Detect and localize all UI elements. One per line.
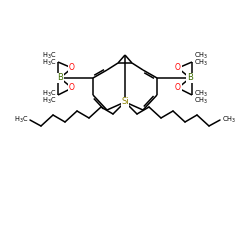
Text: H$_3$C: H$_3$C: [42, 58, 56, 68]
Text: CH$_3$: CH$_3$: [194, 89, 208, 99]
Text: Si: Si: [121, 98, 129, 106]
Text: O: O: [69, 64, 75, 72]
Text: CH$_3$: CH$_3$: [222, 115, 236, 125]
Text: B: B: [57, 74, 63, 82]
Text: CH$_3$: CH$_3$: [194, 96, 208, 106]
Text: B: B: [187, 74, 193, 82]
Text: O: O: [175, 84, 181, 92]
Text: H$_3$C: H$_3$C: [14, 115, 28, 125]
Text: O: O: [69, 84, 75, 92]
Text: H$_3$C: H$_3$C: [42, 89, 56, 99]
Text: O: O: [175, 64, 181, 72]
Text: H$_3$C: H$_3$C: [42, 51, 56, 61]
Text: CH$_3$: CH$_3$: [194, 58, 208, 68]
Text: H$_3$C: H$_3$C: [42, 96, 56, 106]
Text: CH$_3$: CH$_3$: [194, 51, 208, 61]
